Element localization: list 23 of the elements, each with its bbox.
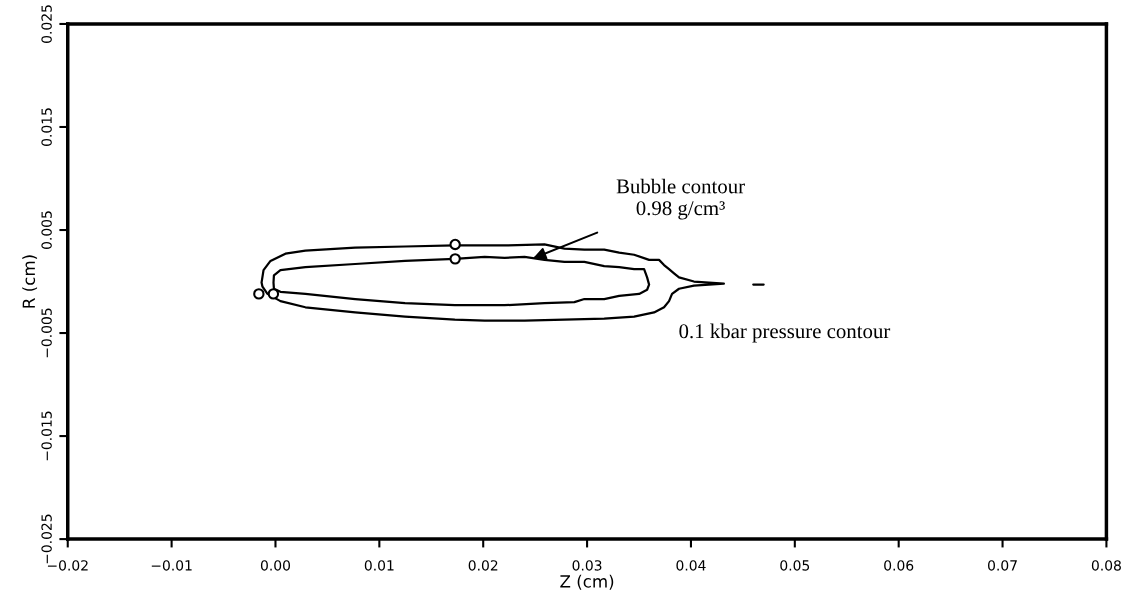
point (449, 238, 461, 251)
x-tick-label: 0.03 (572, 560, 602, 571)
y-tick-label: 0.025 (41, 5, 52, 43)
point (253, 288, 265, 300)
x-axis-title: Z (cm) (560, 574, 614, 590)
x-tick-label: 0.08 (1091, 560, 1121, 571)
point (449, 253, 461, 265)
y-axis-title: R (cm) (22, 255, 38, 308)
annotation: Bubble contour 0.98 g/cm³ (616, 178, 745, 220)
y-tick-label: 0.015 (41, 108, 52, 146)
x-tick-label: 0.00 (260, 560, 291, 571)
annotation: 0.1 kbar pressure contour (679, 323, 891, 343)
x-tick-label: 0.01 (364, 560, 394, 571)
x-tick-label: 0.04 (676, 560, 706, 571)
y-tick-label: −0.015 (41, 411, 52, 461)
x-tick-label: −0.01 (151, 560, 192, 571)
x-tick-label: 0.05 (780, 560, 810, 571)
y-tick-label: 0.005 (41, 211, 52, 249)
point (267, 288, 280, 300)
x-tick-label: 0.06 (884, 560, 914, 571)
x-tick-label: 0.02 (468, 560, 498, 571)
x-tick-label: 0.07 (988, 560, 1017, 571)
y-tick-label: −0.005 (41, 308, 52, 358)
